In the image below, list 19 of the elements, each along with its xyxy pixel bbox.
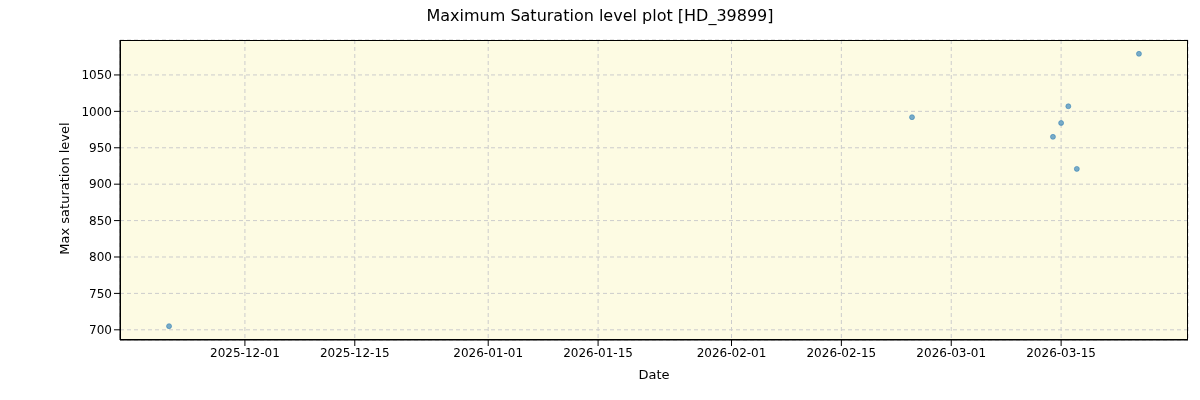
y-tick-label: 900 xyxy=(89,177,112,192)
x-tick-label: 2026-01-01 xyxy=(453,345,524,360)
x-tick-label: 2025-12-15 xyxy=(319,345,390,360)
x-axis-title: Date xyxy=(637,367,671,382)
x-tick-label: 2025-12-01 xyxy=(210,345,280,360)
x-tick-label: 2026-02-01 xyxy=(696,345,767,360)
chart-title: Maximum Saturation level plot [HD_39899] xyxy=(425,6,775,25)
y-tick-label: 950 xyxy=(89,141,112,156)
y-tick-label: 1050 xyxy=(81,68,112,83)
x-tick-label: 2026-03-01 xyxy=(916,345,987,360)
y-tick-label: 700 xyxy=(89,323,112,338)
y-tick-label: 850 xyxy=(89,213,112,228)
x-tick-label: 2026-02-15 xyxy=(806,345,877,360)
x-tick-label: 2026-03-15 xyxy=(1026,345,1096,360)
x-tick-label: 2026-01-15 xyxy=(563,345,633,360)
y-tick-label: 800 xyxy=(89,250,112,265)
y-tick-label: 1000 xyxy=(81,104,112,119)
y-axis-title: Max saturation level xyxy=(56,121,72,257)
y-tick-label: 750 xyxy=(89,286,112,301)
